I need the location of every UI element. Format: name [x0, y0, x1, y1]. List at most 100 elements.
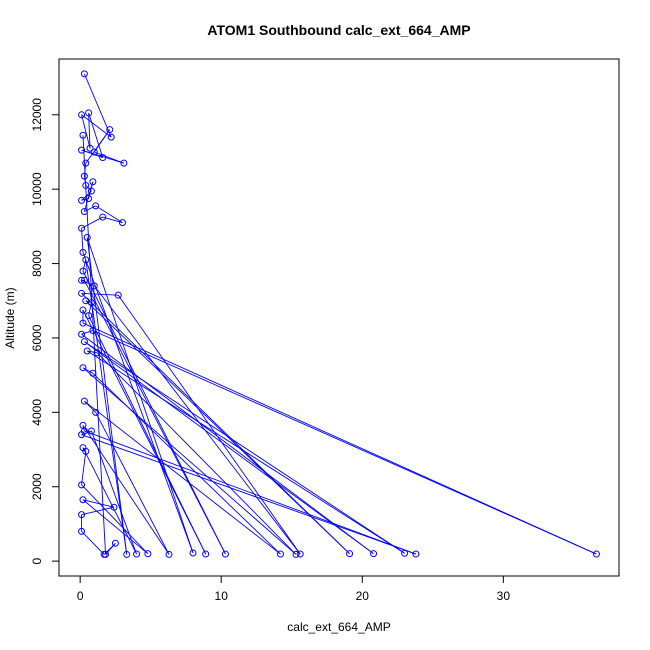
data-point — [412, 550, 420, 558]
series-line-segment — [84, 341, 405, 554]
data-point — [401, 549, 409, 557]
series-line-segment — [82, 447, 87, 452]
data-point — [87, 187, 95, 195]
data-point — [123, 550, 131, 558]
series-line-segment — [83, 280, 226, 555]
data-point — [79, 319, 87, 327]
data-point — [78, 224, 86, 232]
data-point — [78, 111, 86, 119]
series-line-segment — [81, 506, 115, 516]
series-line-segment — [82, 367, 94, 374]
data-point — [90, 148, 98, 156]
data-point — [102, 550, 110, 558]
series-line-segment — [95, 205, 123, 224]
data-point — [78, 527, 86, 535]
data-point — [80, 207, 88, 215]
data-point — [296, 550, 304, 558]
y-axis-label: Altitude (m) — [3, 287, 17, 348]
data-point — [79, 496, 87, 504]
series-line-segment — [81, 149, 125, 164]
data-point — [89, 369, 97, 377]
series-line-segment — [81, 228, 84, 253]
y-tick-label: 4000 — [30, 399, 44, 426]
x-tick-label: 10 — [215, 589, 229, 603]
data-point — [92, 408, 100, 416]
data-point — [86, 144, 94, 152]
data-point — [292, 550, 300, 558]
series-line-segment — [82, 135, 106, 555]
data-point — [82, 159, 90, 167]
x-tick-label: 20 — [356, 589, 370, 603]
data-point — [78, 289, 86, 297]
data-point — [79, 248, 87, 256]
data-point — [78, 330, 86, 338]
series-line-segment — [84, 400, 281, 555]
data-point — [83, 347, 91, 355]
data-point — [80, 276, 88, 284]
series-line-segment — [81, 531, 105, 555]
series-line-segment — [86, 237, 194, 554]
data-point — [87, 427, 95, 435]
data-point — [133, 550, 141, 558]
data-point — [85, 109, 93, 117]
series-line-segment — [81, 114, 112, 138]
data-point — [78, 196, 86, 204]
y-tick-label: 2000 — [30, 473, 44, 500]
data-point — [83, 234, 91, 242]
data-point — [80, 397, 88, 405]
data-point — [114, 291, 122, 299]
data-point — [85, 194, 93, 202]
series-line-segment — [84, 430, 417, 555]
data-point — [92, 202, 100, 210]
plot-frame — [58, 58, 620, 577]
data-point — [82, 447, 90, 455]
data-point — [90, 282, 98, 290]
series-line-segment — [86, 350, 405, 554]
data-point — [202, 550, 210, 558]
data-point — [99, 154, 107, 162]
data-point — [221, 550, 229, 558]
series-line-segment — [81, 216, 103, 229]
series-line-segment — [86, 237, 128, 555]
series-line-segment — [88, 302, 92, 316]
data-point — [89, 178, 97, 186]
series-line-segment — [84, 205, 96, 212]
data-point — [370, 550, 378, 558]
series-line-segment — [81, 279, 95, 287]
data-point — [189, 549, 197, 557]
series-line-segment — [84, 400, 96, 413]
data-point — [82, 181, 90, 189]
chart-title: ATOM1 Southbound calc_ext_664_AMP — [207, 22, 470, 38]
series-points — [78, 70, 600, 558]
data-point — [79, 306, 87, 314]
data-point — [592, 550, 600, 558]
series-line-segment — [92, 372, 281, 555]
series-line-segment — [81, 484, 149, 554]
series-line-segment — [82, 252, 194, 554]
data-point — [80, 70, 88, 78]
series-line-segment — [82, 259, 87, 272]
data-point — [120, 159, 128, 167]
series-line-segment — [96, 352, 297, 555]
data-point — [107, 133, 115, 141]
data-point — [89, 327, 97, 335]
data-point — [80, 338, 88, 346]
series-line-segment — [85, 129, 111, 164]
data-point — [106, 126, 114, 134]
series-line-segment — [82, 367, 297, 555]
y-axis: 0 2000 4000 6000 8000 10000 12000 — [30, 98, 60, 564]
x-tick-label: 30 — [497, 589, 511, 603]
data-point — [144, 550, 152, 558]
series-line-segment — [81, 198, 89, 201]
series-line-segment — [94, 151, 125, 164]
data-point — [78, 511, 86, 519]
data-point — [87, 299, 95, 307]
data-point — [346, 550, 354, 558]
series-line-segment — [82, 322, 597, 555]
series-line-segment — [92, 330, 597, 555]
series-line-segment — [88, 112, 91, 149]
data-point — [99, 213, 107, 221]
y-tick-label: 12000 — [30, 98, 44, 132]
data-point — [82, 256, 90, 264]
